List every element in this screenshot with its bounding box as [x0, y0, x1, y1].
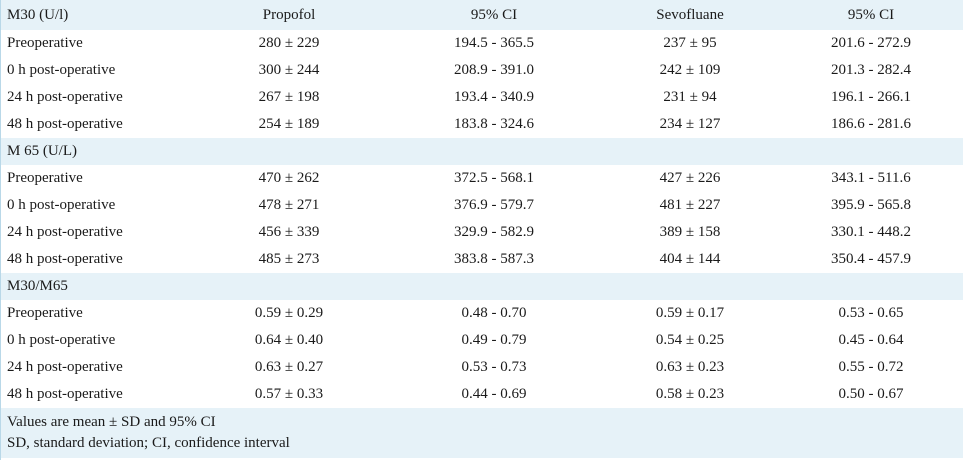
table-row: Preoperative 470 ± 262 372.5 - 568.1 427…	[1, 165, 963, 192]
cell-ci-propofol: 0.53 - 0.73	[461, 359, 527, 375]
cell-sevofluane: 389 ± 158	[659, 224, 721, 240]
footnote-abbreviations: SD, standard deviation; CI, confidence i…	[7, 435, 290, 451]
table-row: Preoperative 0.59 ± 0.29 0.48 - 0.70 0.5…	[1, 300, 963, 327]
table-row: Preoperative 280 ± 229 194.5 - 365.5 237…	[1, 30, 963, 57]
cell-ci-sevofluane: 330.1 - 448.2	[831, 224, 911, 240]
cell-ci-propofol: 372.5 - 568.1	[454, 170, 534, 186]
cell-propofol: 478 ± 271	[258, 197, 320, 213]
row-label: Preoperative	[7, 35, 83, 51]
header-ci-sevofluane: 95% CI	[779, 0, 963, 30]
cell-sevofluane: 237 ± 95	[663, 35, 717, 51]
table-row: 48 h post-operative 485 ± 273 383.8 - 58…	[1, 246, 963, 273]
row-label: 48 h post-operative	[7, 251, 123, 267]
cell-ci-sevofluane: 196.1 - 266.1	[831, 89, 911, 105]
row-label: 0 h post-operative	[7, 62, 116, 78]
cell-ci-propofol: 0.44 - 0.69	[461, 386, 527, 402]
cell-propofol: 267 ± 198	[258, 89, 320, 105]
row-label: Preoperative	[7, 305, 83, 321]
cell-ci-sevofluane: 343.1 - 511.6	[831, 170, 911, 186]
cell-ci-sevofluane: 201.6 - 272.9	[831, 35, 911, 51]
table-row: 24 h post-operative 267 ± 198 193.4 - 34…	[1, 84, 963, 111]
row-label: 24 h post-operative	[7, 224, 123, 240]
cell-sevofluane: 0.54 ± 0.25	[655, 332, 725, 348]
section-header-row: M 65 (U/L)	[1, 138, 963, 165]
cell-ci-sevofluane: 0.55 - 0.72	[838, 359, 904, 375]
cell-propofol: 456 ± 339	[258, 224, 320, 240]
cell-ci-sevofluane: 0.53 - 0.65	[838, 305, 904, 321]
cell-ci-sevofluane: 186.6 - 281.6	[831, 116, 911, 132]
table-row: 0 h post-operative 300 ± 244 208.9 - 391…	[1, 57, 963, 84]
cell-sevofluane: 231 ± 94	[663, 89, 717, 105]
cell-sevofluane: 404 ± 144	[659, 251, 721, 267]
cell-ci-propofol: 383.8 - 587.3	[454, 251, 534, 267]
cell-ci-propofol: 183.8 - 324.6	[454, 116, 534, 132]
results-table: M30 (U/l) Propofol 95% CI Sevofluane 95%…	[1, 0, 963, 408]
section-header-row: M30/M65	[1, 273, 963, 300]
cell-ci-propofol: 193.4 - 340.9	[454, 89, 534, 105]
cell-ci-sevofluane: 395.9 - 565.8	[831, 197, 911, 213]
row-label: 24 h post-operative	[7, 359, 123, 375]
cell-propofol: 470 ± 262	[258, 170, 320, 186]
table-header-row: M30 (U/l) Propofol 95% CI Sevofluane 95%…	[1, 0, 963, 30]
cell-ci-propofol: 329.9 - 582.9	[454, 224, 534, 240]
cell-ci-sevofluane: 201.3 - 282.4	[831, 62, 911, 78]
header-ci-propofol: 95% CI	[387, 0, 601, 30]
row-label: 0 h post-operative	[7, 197, 116, 213]
cell-ci-sevofluane: 0.45 - 0.64	[838, 332, 904, 348]
cell-sevofluane: 0.58 ± 0.23	[655, 386, 725, 402]
cell-ci-sevofluane: 0.50 - 0.67	[838, 386, 904, 402]
cell-sevofluane: 481 ± 227	[659, 197, 721, 213]
row-label: 24 h post-operative	[7, 89, 123, 105]
row-label: 48 h post-operative	[7, 386, 123, 402]
cell-ci-propofol: 0.48 - 0.70	[461, 305, 527, 321]
cell-ci-propofol: 0.49 - 0.79	[461, 332, 527, 348]
row-label: Preoperative	[7, 170, 83, 186]
cell-sevofluane: 0.63 ± 0.23	[655, 359, 725, 375]
cell-propofol: 0.59 ± 0.29	[254, 305, 324, 321]
cell-ci-propofol: 208.9 - 391.0	[454, 62, 534, 78]
cell-ci-sevofluane: 350.4 - 457.9	[831, 251, 911, 267]
cell-propofol: 0.57 ± 0.33	[254, 386, 324, 402]
cell-propofol: 300 ± 244	[258, 62, 320, 78]
table-row: 48 h post-operative 0.57 ± 0.33 0.44 - 0…	[1, 381, 963, 408]
cell-ci-propofol: 194.5 - 365.5	[454, 35, 534, 51]
cell-sevofluane: 0.59 ± 0.17	[655, 305, 725, 321]
cell-sevofluane: 234 ± 127	[659, 116, 721, 132]
section-title-m65: M 65 (U/L)	[1, 138, 963, 165]
cell-propofol: 254 ± 189	[258, 116, 320, 132]
table-row: 0 h post-operative 0.64 ± 0.40 0.49 - 0.…	[1, 327, 963, 354]
table-footnote: Values are mean ± SD and 95% CI SD, stan…	[1, 408, 963, 458]
cell-sevofluane: 242 ± 109	[659, 62, 721, 78]
header-m30: M30 (U/l)	[1, 0, 191, 30]
header-sevofluane: Sevofluane	[601, 0, 779, 30]
table-row: 0 h post-operative 478 ± 271 376.9 - 579…	[1, 192, 963, 219]
footnote-values: Values are mean ± SD and 95% CI	[7, 414, 216, 430]
cell-propofol: 485 ± 273	[258, 251, 320, 267]
row-label: 0 h post-operative	[7, 332, 116, 348]
table-row: 24 h post-operative 0.63 ± 0.27 0.53 - 0…	[1, 354, 963, 381]
table-row: 48 h post-operative 254 ± 189 183.8 - 32…	[1, 111, 963, 138]
cell-propofol: 280 ± 229	[258, 35, 320, 51]
section-title-ratio: M30/M65	[1, 273, 963, 300]
cell-ci-propofol: 376.9 - 579.7	[454, 197, 534, 213]
table-row: 24 h post-operative 456 ± 339 329.9 - 58…	[1, 219, 963, 246]
row-label: 48 h post-operative	[7, 116, 123, 132]
header-propofol: Propofol	[191, 0, 387, 30]
cell-sevofluane: 427 ± 226	[659, 170, 721, 186]
cell-propofol: 0.63 ± 0.27	[254, 359, 324, 375]
cell-propofol: 0.64 ± 0.40	[254, 332, 324, 348]
